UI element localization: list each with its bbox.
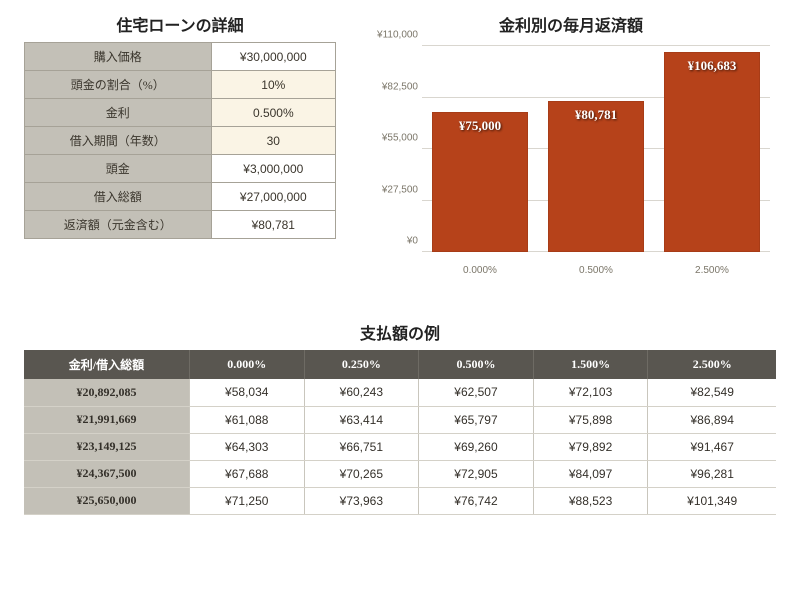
chart-bar-col: ¥75,000 (428, 46, 532, 252)
details-value: ¥3,000,000 (211, 155, 335, 183)
loan-details-table: 購入価格¥30,000,000頭金の割合（%）10%金利0.500%借入期間（年… (24, 42, 336, 239)
details-value: ¥80,781 (211, 211, 335, 239)
payment-rowhead: ¥20,892,085 (24, 379, 189, 406)
chart-ylabel: ¥27,500 (366, 184, 418, 195)
payment-row: ¥21,991,669¥61,088¥63,414¥65,797¥75,898¥… (24, 406, 776, 433)
details-value: 30 (211, 127, 335, 155)
payment-cell: ¥72,103 (533, 379, 648, 406)
top-panel: 住宅ローンの詳細 購入価格¥30,000,000頭金の割合（%）10%金利0.5… (0, 0, 800, 280)
chart-xlabel: 2.500% (660, 265, 764, 276)
chart-ylabel: ¥110,000 (366, 30, 418, 41)
payment-row: ¥20,892,085¥58,034¥60,243¥62,507¥72,103¥… (24, 379, 776, 406)
payment-cell: ¥101,349 (648, 487, 776, 514)
payment-col-header: 0.250% (304, 350, 419, 379)
payment-col-header: 2.500% (648, 350, 776, 379)
details-row: 返済額（元金含む）¥80,781 (25, 211, 336, 239)
payment-cell: ¥62,507 (419, 379, 534, 406)
chart-bar-col: ¥80,781 (544, 46, 648, 252)
chart-title: 金利別の毎月返済額 (366, 8, 776, 42)
payment-cell: ¥69,260 (419, 433, 534, 460)
chart-xlabel: 0.500% (544, 265, 648, 276)
payment-cell: ¥63,414 (304, 406, 419, 433)
details-label: 頭金の割合（%） (25, 71, 212, 99)
details-value: 0.500% (211, 99, 335, 127)
payment-cell: ¥65,797 (419, 406, 534, 433)
payment-cell: ¥58,034 (189, 379, 304, 406)
payment-col-header: 0.500% (419, 350, 534, 379)
details-label: 返済額（元金含む） (25, 211, 212, 239)
payment-cell: ¥67,688 (189, 460, 304, 487)
chart-panel: 金利別の毎月返済額 ¥75,000 ¥80,781 ¥106,683 0.000% 0… (366, 8, 776, 280)
payment-cell: ¥79,892 (533, 433, 648, 460)
chart-ylabel: ¥82,500 (366, 81, 418, 92)
chart-ylabel: ¥0 (366, 236, 418, 247)
payment-title: 支払額の例 (24, 316, 776, 350)
payment-row: ¥23,149,125¥64,303¥66,751¥69,260¥79,892¥… (24, 433, 776, 460)
chart-ylabel: ¥55,000 (366, 133, 418, 144)
chart-bar-label: ¥106,683 (664, 58, 760, 74)
payment-panel: 支払額の例 金利/借入総額0.000%0.250%0.500%1.500%2.5… (0, 280, 800, 515)
payment-row: ¥25,650,000¥71,250¥73,963¥76,742¥88,523¥… (24, 487, 776, 514)
details-row: 借入期間（年数）30 (25, 127, 336, 155)
details-label: 金利 (25, 99, 212, 127)
chart-xlabel: 0.000% (428, 265, 532, 276)
details-row: 金利0.500% (25, 99, 336, 127)
payment-rowhead: ¥24,367,500 (24, 460, 189, 487)
payment-cell: ¥82,549 (648, 379, 776, 406)
payment-cell: ¥66,751 (304, 433, 419, 460)
payment-cell: ¥91,467 (648, 433, 776, 460)
payment-cell: ¥75,898 (533, 406, 648, 433)
details-label: 借入総額 (25, 183, 212, 211)
loan-details-panel: 住宅ローンの詳細 購入価格¥30,000,000頭金の割合（%）10%金利0.5… (24, 8, 336, 280)
chart-bar-label: ¥75,000 (432, 118, 528, 134)
payment-header-rowlabel: 金利/借入総額 (24, 350, 189, 379)
details-value: 10% (211, 71, 335, 99)
details-value: ¥30,000,000 (211, 43, 335, 71)
payment-cell: ¥88,523 (533, 487, 648, 514)
details-row: 頭金の割合（%）10% (25, 71, 336, 99)
chart-bar: ¥80,781 (548, 101, 644, 252)
payment-col-header: 0.000% (189, 350, 304, 379)
details-row: 購入価格¥30,000,000 (25, 43, 336, 71)
chart-bar: ¥106,683 (664, 52, 760, 252)
payment-cell: ¥73,963 (304, 487, 419, 514)
payment-cell: ¥86,894 (648, 406, 776, 433)
payment-cell: ¥84,097 (533, 460, 648, 487)
chart-bar-col: ¥106,683 (660, 46, 764, 252)
payment-cell: ¥64,303 (189, 433, 304, 460)
chart-bar: ¥75,000 (432, 112, 528, 252)
payment-rowhead: ¥21,991,669 (24, 406, 189, 433)
details-value: ¥27,000,000 (211, 183, 335, 211)
payment-cell: ¥70,265 (304, 460, 419, 487)
chart-bar-label: ¥80,781 (548, 107, 644, 123)
payment-cell: ¥61,088 (189, 406, 304, 433)
payment-cell: ¥76,742 (419, 487, 534, 514)
payment-row: ¥24,367,500¥67,688¥70,265¥72,905¥84,097¥… (24, 460, 776, 487)
details-label: 購入価格 (25, 43, 212, 71)
details-label: 借入期間（年数） (25, 127, 212, 155)
payment-rowhead: ¥23,149,125 (24, 433, 189, 460)
payment-rowhead: ¥25,650,000 (24, 487, 189, 514)
payment-cell: ¥60,243 (304, 379, 419, 406)
payment-cell: ¥72,905 (419, 460, 534, 487)
details-row: 借入総額¥27,000,000 (25, 183, 336, 211)
payment-col-header: 1.500% (533, 350, 648, 379)
payment-table: 金利/借入総額0.000%0.250%0.500%1.500%2.500% ¥2… (24, 350, 776, 515)
details-row: 頭金¥3,000,000 (25, 155, 336, 183)
payment-cell: ¥96,281 (648, 460, 776, 487)
bar-chart: ¥75,000 ¥80,781 ¥106,683 0.000% 0.500% 2.500… (366, 42, 776, 280)
payment-cell: ¥71,250 (189, 487, 304, 514)
loan-details-title: 住宅ローンの詳細 (24, 8, 336, 42)
details-label: 頭金 (25, 155, 212, 183)
